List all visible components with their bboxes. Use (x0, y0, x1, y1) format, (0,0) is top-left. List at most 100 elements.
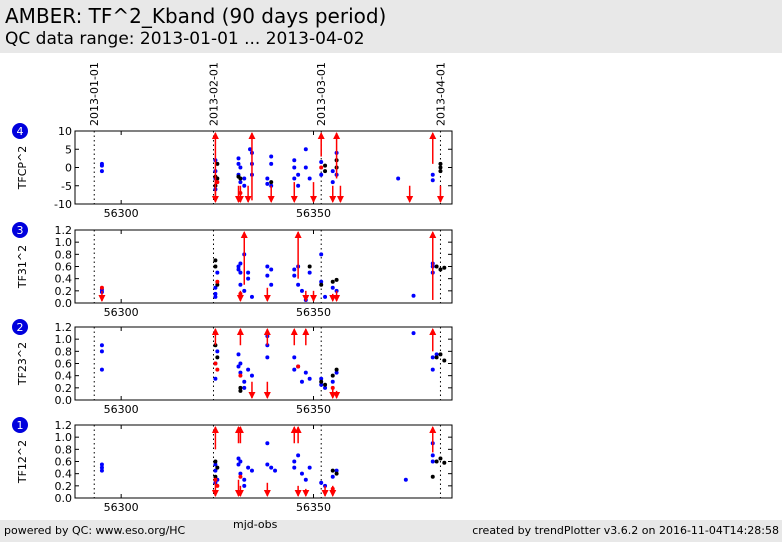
data-point (242, 477, 247, 482)
panel-badge (12, 123, 28, 139)
panel-2 (12, 319, 453, 401)
y-axis-label: TF23^2 (16, 342, 29, 386)
outlier-arrow-head (329, 490, 337, 497)
data-point (299, 288, 304, 293)
outlier-arrow-head (429, 132, 437, 139)
page-title: AMBER: TF^2_Kband (90 days period) (5, 4, 387, 28)
outlier-arrow-head (333, 295, 341, 302)
plot-frame (74, 130, 453, 205)
outlier-arrow-head (98, 295, 106, 302)
outlier-arrow-head (329, 196, 337, 203)
outlier-arrow-head (263, 490, 271, 497)
data-point (242, 288, 247, 293)
outlier-arrow-head (240, 231, 248, 238)
data-point-secondary (438, 352, 443, 357)
outlier-arrow-head (211, 196, 219, 203)
x-tick-label: 56350 (296, 403, 331, 416)
y-tick-label: 1.2 (55, 419, 73, 432)
data-point-secondary (238, 176, 243, 181)
data-point (330, 379, 335, 384)
outlier-arrow-head (294, 231, 302, 238)
data-point-secondary (438, 169, 443, 174)
data-point (236, 156, 241, 161)
data-point-secondary (215, 161, 220, 166)
data-point-outlier (213, 361, 218, 366)
outlier-arrow-head (429, 426, 437, 433)
panel-1 (12, 417, 453, 499)
data-point (292, 165, 297, 170)
data-point (246, 276, 251, 281)
data-point (299, 379, 304, 384)
data-point (236, 161, 241, 166)
outlier-arrow-head (236, 490, 244, 497)
data-point (213, 294, 218, 299)
outlier-arrow-head (333, 132, 341, 139)
data-point (238, 270, 243, 275)
data-point (296, 282, 301, 287)
data-point-secondary (213, 258, 218, 263)
x-axis-label: mjd-obs (233, 518, 278, 531)
data-point (299, 471, 304, 476)
data-point (434, 352, 439, 357)
outlier-arrow-head (436, 196, 444, 203)
data-point (430, 178, 435, 183)
data-point (238, 361, 243, 366)
data-point (236, 264, 241, 269)
data-point-secondary (442, 460, 447, 465)
data-point (236, 456, 241, 461)
data-point (99, 161, 104, 166)
y-tick-label: 0.6 (55, 261, 73, 274)
y-tick-label: 5 (65, 143, 72, 156)
page-subtitle: QC data range: 2013-01-01 ... 2013-04-02 (5, 29, 365, 49)
data-point (330, 285, 335, 290)
y-axis-label: TFCP^2 (16, 146, 29, 191)
data-point (246, 367, 251, 372)
y-tick-label: 0.8 (55, 345, 73, 358)
data-point (307, 176, 312, 181)
data-point (292, 367, 297, 372)
data-point (330, 180, 335, 185)
data-point (323, 294, 328, 299)
data-point (265, 355, 270, 360)
y-tick-label: 1.0 (55, 431, 73, 444)
outlier-arrow-head (406, 196, 414, 203)
data-point (242, 183, 247, 188)
data-point (292, 459, 297, 464)
outlier-arrow-head (302, 490, 310, 497)
x-tick-label: 56350 (296, 501, 331, 514)
data-point-outlier (238, 373, 243, 378)
data-point (99, 367, 104, 372)
outlier-arrow-head (333, 392, 341, 399)
y-tick-label: 0.0 (55, 492, 73, 505)
y-tick-label: 0.4 (55, 370, 73, 383)
data-point (303, 147, 308, 152)
data-point-secondary (238, 385, 243, 390)
data-point (430, 459, 435, 464)
data-point (99, 169, 104, 174)
y-tick-label: -10 (54, 198, 72, 211)
panel-badge-label: 1 (17, 419, 24, 432)
data-point (265, 462, 270, 467)
data-point-outlier (215, 180, 220, 185)
data-point-secondary (319, 379, 324, 384)
x-tick-label: 56300 (104, 207, 139, 220)
data-point (319, 160, 324, 165)
date-marker-label: 2013-03-01 (315, 62, 328, 126)
outlier-arrow-head (211, 490, 219, 497)
y-tick-label: 1.2 (55, 321, 73, 334)
outlier-arrow-head (236, 328, 244, 335)
data-point (403, 477, 408, 482)
data-point (99, 349, 104, 354)
data-point (296, 172, 301, 177)
outlier-arrow-head (236, 426, 244, 433)
data-point-secondary (213, 459, 218, 464)
data-point (99, 462, 104, 467)
data-point-secondary (334, 367, 339, 372)
data-point-outlier (215, 279, 220, 284)
data-point (99, 465, 104, 470)
y-tick-label: 0.8 (55, 248, 73, 261)
data-point-secondary (434, 264, 439, 269)
data-point-secondary (430, 474, 435, 479)
y-tick-label: 0.8 (55, 443, 73, 456)
